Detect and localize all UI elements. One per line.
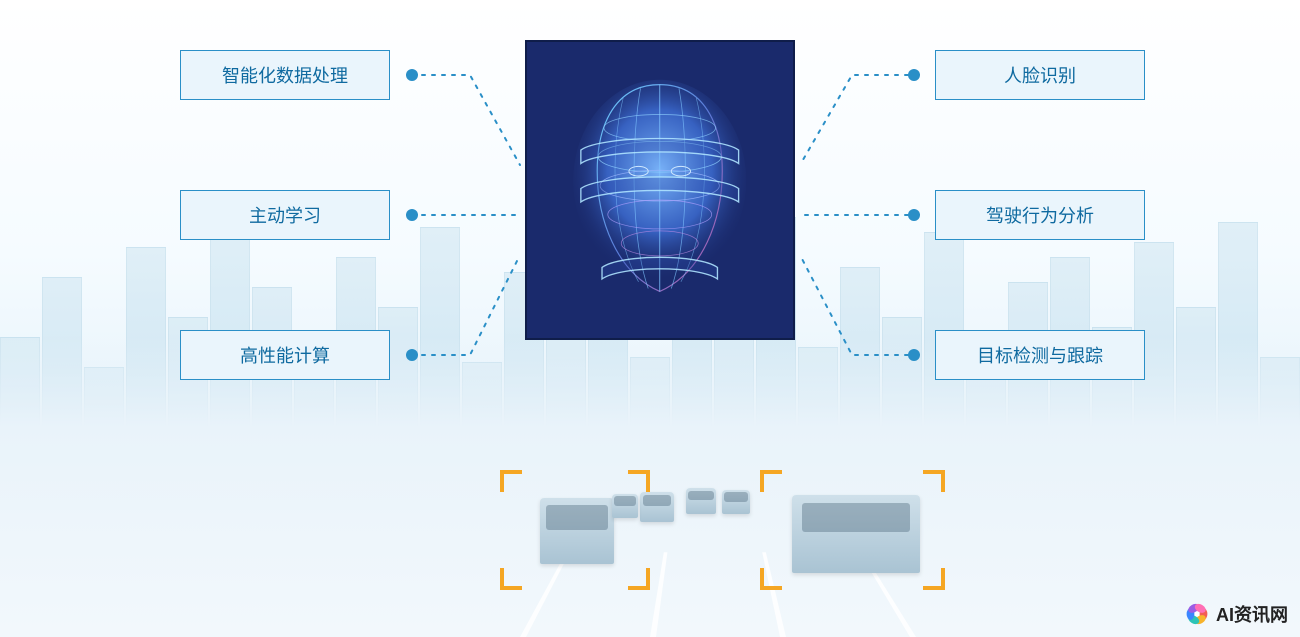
connector-dot <box>908 209 920 221</box>
feature-label: 人脸识别 <box>1004 62 1076 88</box>
feature-box-left: 主动学习 <box>180 190 390 240</box>
connector-dot <box>908 349 920 361</box>
feature-label: 驾驶行为分析 <box>986 202 1094 228</box>
feature-box-right: 人脸识别 <box>935 50 1145 100</box>
diagram-canvas: 智能化数据处理主动学习高性能计算 人脸识别驾驶行为分析目标检测与跟踪 AI资讯网 <box>0 0 1300 637</box>
wireframe-head-icon <box>556 75 763 306</box>
road <box>0 337 1300 637</box>
car <box>722 490 750 514</box>
feature-box-right: 目标检测与跟踪 <box>935 330 1145 380</box>
car <box>686 488 716 514</box>
detection-box <box>760 470 945 590</box>
feature-label: 目标检测与跟踪 <box>977 342 1103 368</box>
connector-dot <box>406 209 418 221</box>
connector-dot <box>406 349 418 361</box>
lane-marker <box>650 552 667 637</box>
watermark-flower-icon <box>1184 601 1210 627</box>
connector-dot <box>406 69 418 81</box>
center-ai-head-panel <box>525 40 795 340</box>
feature-label: 高性能计算 <box>240 342 330 368</box>
watermark-text: AI资讯网 <box>1216 601 1288 627</box>
detection-box <box>500 470 650 590</box>
feature-label: 主动学习 <box>249 202 321 228</box>
watermark: AI资讯网 <box>1184 601 1288 627</box>
connector-dot <box>908 69 920 81</box>
feature-box-left: 智能化数据处理 <box>180 50 390 100</box>
feature-label: 智能化数据处理 <box>222 62 348 88</box>
feature-box-right: 驾驶行为分析 <box>935 190 1145 240</box>
feature-box-left: 高性能计算 <box>180 330 390 380</box>
